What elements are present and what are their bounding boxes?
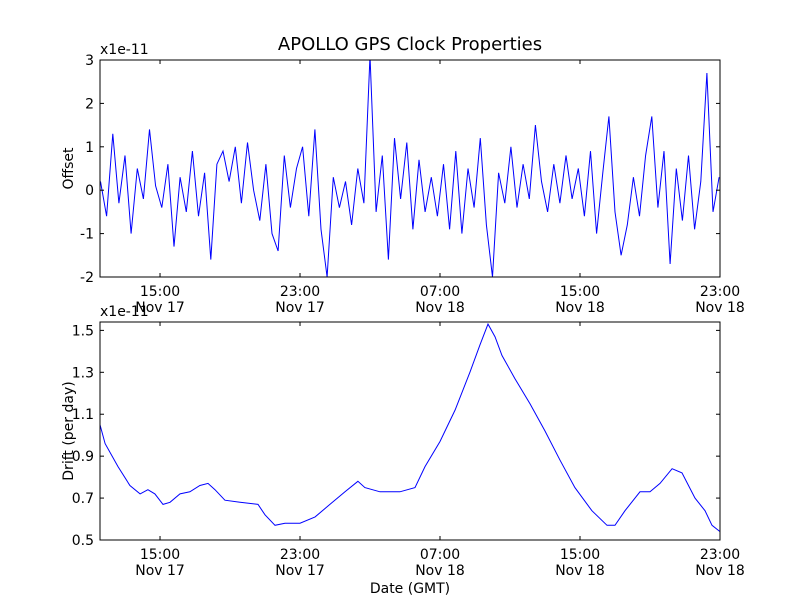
drift-xtick-label-date: Nov 17 xyxy=(275,563,325,579)
offset-ytick-label: 1 xyxy=(85,140,94,156)
drift-xtick-label-date: Nov 18 xyxy=(695,563,745,579)
drift-xtick-label-date: Nov 18 xyxy=(415,563,465,579)
drift-xlabel: Date (GMT) xyxy=(370,581,450,597)
drift-ytick-label: 0.7 xyxy=(72,491,94,507)
offset-xtick-label-time: 15:00 xyxy=(140,284,180,300)
drift-xtick-label-time: 15:00 xyxy=(140,547,180,563)
drift-ylabel: Drift (per day) xyxy=(61,381,77,480)
offset-ytick-label: -2 xyxy=(80,270,94,286)
offset-series-line xyxy=(100,60,720,277)
offset-xtick-label-time: 23:00 xyxy=(280,284,320,300)
offset-xtick-label-date: Nov 18 xyxy=(415,300,465,316)
offset-ytick-label: -1 xyxy=(80,227,94,243)
offset-ylabel: Offset xyxy=(61,147,77,190)
offset-ytick-label: 2 xyxy=(85,96,94,112)
offset-xtick-label-date: Nov 17 xyxy=(135,300,185,316)
drift-xtick-label-time: 23:00 xyxy=(280,547,320,563)
drift-ytick-label: 1.3 xyxy=(72,365,94,381)
offset-xtick-label-date: Nov 17 xyxy=(275,300,325,316)
drift-ytick-label: 0.5 xyxy=(72,533,94,549)
offset-ytick-label: 3 xyxy=(85,53,94,69)
drift-axes-frame xyxy=(99,321,721,541)
offset-xtick-label-time: 07:00 xyxy=(420,284,460,300)
drift-xtick-label-time: 23:00 xyxy=(700,547,740,563)
offset-ytick-label: 0 xyxy=(85,183,94,199)
offset-offset-text: x1e-11 xyxy=(100,42,149,58)
offset-xtick-label-date: Nov 18 xyxy=(555,300,605,316)
drift-ytick-label: 1.1 xyxy=(72,407,94,423)
drift-series-line xyxy=(100,322,720,532)
offset-axes-frame xyxy=(99,59,721,278)
drift-xtick-label-time: 15:00 xyxy=(560,547,600,563)
drift-offset-text: x1e-11 xyxy=(100,304,149,320)
drift-ytick-label: 0.9 xyxy=(72,449,94,465)
drift-ytick-label: 1.5 xyxy=(72,323,94,339)
drift-xtick-label-time: 07:00 xyxy=(420,547,460,563)
chart-title: APOLLO GPS Clock Properties xyxy=(278,34,542,55)
drift-xtick-label-date: Nov 17 xyxy=(135,563,185,579)
offset-xtick-label-time: 23:00 xyxy=(700,284,740,300)
offset-xtick-label-time: 15:00 xyxy=(560,284,600,300)
offset-xtick-label-date: Nov 18 xyxy=(695,300,745,316)
drift-xtick-label-date: Nov 18 xyxy=(555,563,605,579)
